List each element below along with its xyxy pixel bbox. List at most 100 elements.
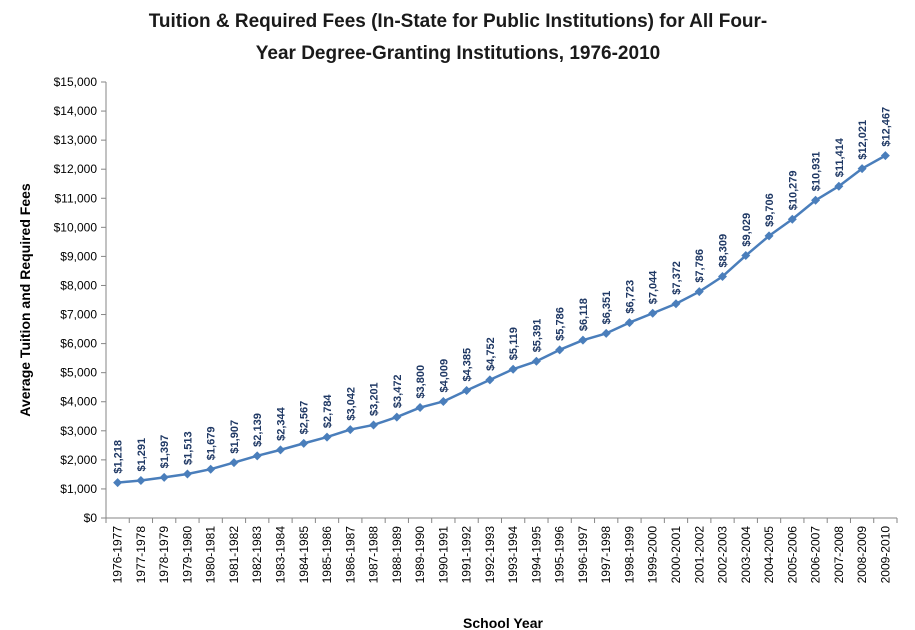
x-tick-label: 1992-1993 xyxy=(483,526,497,584)
data-label: $12,467 xyxy=(880,107,892,147)
data-point-marker xyxy=(555,345,565,355)
data-label: $7,044 xyxy=(648,270,660,305)
data-label: $12,021 xyxy=(857,120,869,160)
data-label: $8,309 xyxy=(718,234,730,268)
x-tick-label: 1981-1982 xyxy=(227,526,241,584)
data-point-marker xyxy=(462,386,472,396)
data-label: $9,706 xyxy=(764,193,776,227)
data-point-marker xyxy=(671,299,681,309)
data-point-marker xyxy=(275,445,285,455)
data-label: $2,344 xyxy=(275,406,287,441)
data-point-marker xyxy=(322,432,332,442)
x-tick-label: 2002-2003 xyxy=(716,526,730,584)
data-label: $3,201 xyxy=(369,382,381,416)
x-tick-label: 2003-2004 xyxy=(739,526,753,584)
data-labels: $1,218 $1,291 $1,397 $1,513 $1,679 $1,907 $2,1… xyxy=(113,107,893,474)
x-tick-label: 1983-1984 xyxy=(273,526,287,584)
x-tick-label: 1996-1997 xyxy=(576,526,590,584)
x-tick-label: 1982-1983 xyxy=(250,526,264,584)
data-label: $6,118 xyxy=(578,298,590,331)
x-tick-label: 1984-1985 xyxy=(297,526,311,584)
data-label: $5,119 xyxy=(508,327,520,360)
data-label: $3,472 xyxy=(392,374,404,408)
data-point-marker xyxy=(694,287,704,297)
data-point-marker xyxy=(880,151,890,161)
x-tick-label: 1988-1989 xyxy=(390,526,404,584)
data-point-marker xyxy=(392,412,402,422)
data-label: $4,009 xyxy=(438,359,450,393)
data-label: $10,931 xyxy=(811,152,823,192)
data-label: $1,397 xyxy=(159,435,171,469)
data-label: $4,385 xyxy=(462,348,474,382)
data-point-marker xyxy=(485,375,495,385)
data-point-marker xyxy=(648,308,658,318)
data-point-marker xyxy=(834,181,844,191)
data-point-marker xyxy=(787,214,797,224)
x-tick-label: 1994-1995 xyxy=(529,526,543,584)
y-tick-labels: $0 $1,000 $2,000 $3,000 $4,000 $5,000 $6,000 $7… xyxy=(54,75,98,525)
y-tick-label: $13,000 xyxy=(54,133,98,147)
data-label: $2,567 xyxy=(299,401,311,435)
x-tick-label: 1979-1980 xyxy=(180,526,194,584)
data-label: $1,679 xyxy=(206,427,218,461)
x-tick-label: 1998-1999 xyxy=(622,526,636,584)
data-label: $3,042 xyxy=(345,387,357,421)
y-tick-label: $1,000 xyxy=(60,482,97,496)
axes xyxy=(101,81,898,523)
data-point-marker xyxy=(438,396,448,406)
data-point-marker xyxy=(741,251,751,261)
y-axis-title: Average Tuition and Required Fees xyxy=(17,183,33,417)
data-point-marker xyxy=(531,356,541,366)
data-label: $4,752 xyxy=(485,337,497,371)
y-tick-label: $0 xyxy=(84,511,98,525)
data-point-marker xyxy=(369,420,379,430)
x-tick-label: 1977-1978 xyxy=(134,526,148,584)
y-tick-label: $10,000 xyxy=(54,220,98,234)
data-point-marker xyxy=(578,335,588,345)
chart-title-line-1: Tuition & Required Fees (In-State for Pu… xyxy=(149,11,768,32)
x-tick-label: 2007-2008 xyxy=(832,526,846,584)
data-point-marker xyxy=(182,469,192,479)
x-tick-label: 1986-1987 xyxy=(343,526,357,584)
data-label: $2,139 xyxy=(252,413,264,447)
data-point-marker xyxy=(229,458,239,468)
y-tick-label: $11,000 xyxy=(55,191,98,205)
y-tick-label: $12,000 xyxy=(54,162,98,176)
data-label: $6,351 xyxy=(601,291,613,325)
data-label: $1,291 xyxy=(136,438,148,472)
x-axis-title: School Year xyxy=(463,615,543,630)
data-label: $5,391 xyxy=(531,319,543,353)
data-point-marker xyxy=(159,472,169,482)
x-tick-label: 1978-1979 xyxy=(157,526,171,584)
y-tick-label: $9,000 xyxy=(60,249,97,263)
data-label: $7,786 xyxy=(694,249,706,283)
y-tick-label: $5,000 xyxy=(60,366,97,380)
data-point-marker xyxy=(252,451,262,461)
x-tick-label: 2005-2006 xyxy=(785,526,799,584)
x-tick-label: 1993-1994 xyxy=(506,526,520,584)
y-tick-label: $7,000 xyxy=(60,308,97,322)
y-tick-label: $8,000 xyxy=(60,278,97,292)
x-tick-label: 1987-1988 xyxy=(367,526,381,584)
data-point-marker xyxy=(857,164,867,174)
data-point-marker xyxy=(718,271,728,281)
data-point-marker xyxy=(601,328,611,338)
x-tick-label: 1980-1981 xyxy=(204,526,218,584)
x-tick-label: 1989-1990 xyxy=(413,526,427,584)
x-tick-labels: 1976-1977 1977-1978 1978-1979 1979-1980 1980… xyxy=(111,526,893,584)
y-tick-label: $3,000 xyxy=(60,424,97,438)
data-point-marker xyxy=(299,438,309,448)
data-point-marker xyxy=(136,475,146,485)
x-tick-label: 1997-1998 xyxy=(599,526,613,584)
data-point-marker xyxy=(113,478,123,488)
data-label: $3,800 xyxy=(415,365,427,399)
x-tick-label: 2009-2010 xyxy=(878,526,892,584)
x-tick-label: 1999-2000 xyxy=(646,526,660,584)
data-label: $5,786 xyxy=(555,307,567,341)
data-point-marker xyxy=(624,318,634,328)
data-label: $1,513 xyxy=(182,431,194,465)
data-point-marker xyxy=(508,364,518,374)
data-point-marker xyxy=(415,403,425,413)
data-label: $10,279 xyxy=(787,170,799,210)
